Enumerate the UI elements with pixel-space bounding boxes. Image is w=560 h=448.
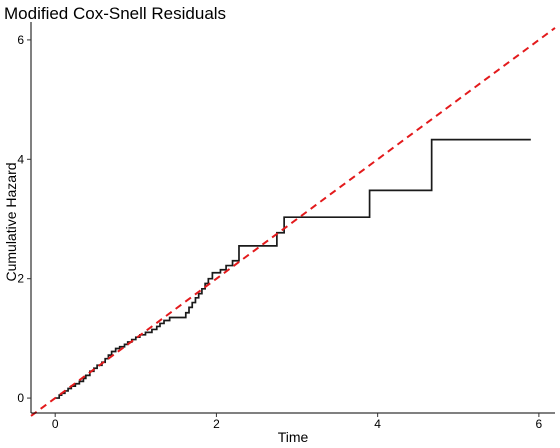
x-axis-ticks: 0 2 4 6	[52, 413, 543, 431]
chart-title: Modified Cox-Snell Residuals	[4, 4, 226, 23]
plot-area	[30, 27, 556, 417]
y-tick-label: 0	[17, 391, 24, 405]
x-tick-label: 0	[52, 417, 59, 431]
x-tick-label: 2	[213, 417, 220, 431]
y-axis-title: Cumulative Hazard	[3, 162, 19, 281]
x-tick-label: 4	[374, 417, 381, 431]
x-axis-title: Time	[278, 429, 309, 445]
x-tick-label: 6	[536, 417, 543, 431]
reference-diagonal-line	[30, 27, 556, 417]
y-axis-ticks: 0 2 4 6	[17, 33, 31, 405]
y-tick-label: 4	[17, 152, 24, 166]
y-tick-label: 6	[17, 33, 24, 47]
y-tick-label: 2	[17, 272, 24, 286]
cumulative-hazard-step-line	[55, 138, 531, 399]
